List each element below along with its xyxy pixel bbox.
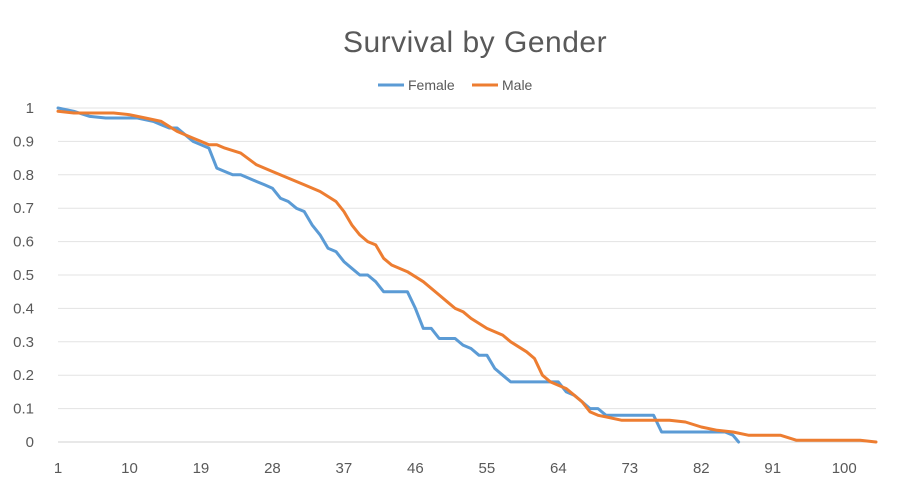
legend-label-male: Male — [502, 77, 533, 93]
chart-title: Survival by Gender — [342, 26, 608, 59]
x-tick-label: 28 — [264, 460, 281, 477]
x-tick-label: 1 — [54, 460, 62, 477]
y-tick-label: 0.1 — [13, 401, 34, 418]
series-lines — [56, 106, 878, 444]
x-tick-label: 73 — [621, 460, 638, 477]
y-tick-label: 0.2 — [13, 367, 34, 384]
y-axis: 0 0.1 0.2 0.3 0.4 0.5 0.6 0.7 0.8 0.9 1 — [13, 100, 34, 451]
legend: Female Male — [378, 77, 533, 93]
x-tick-label: 19 — [193, 460, 210, 477]
y-tick-label: 0.7 — [13, 200, 34, 217]
x-tick-label: 64 — [550, 460, 567, 477]
x-tick-label: 55 — [479, 460, 496, 477]
x-tick-label: 10 — [121, 460, 138, 477]
gridlines — [58, 107, 876, 443]
x-tick-label: 100 — [832, 460, 857, 477]
y-tick-label: 1 — [26, 100, 34, 117]
y-tick-label: 0.6 — [13, 234, 34, 251]
x-tick-label: 46 — [407, 460, 424, 477]
y-tick-label: 0.3 — [13, 334, 34, 351]
x-tick-label: 91 — [764, 460, 781, 477]
y-tick-label: 0.8 — [13, 167, 34, 184]
x-tick-label: 37 — [336, 460, 353, 477]
y-tick-label: 0.9 — [13, 133, 34, 150]
y-tick-label: 0.4 — [13, 300, 34, 317]
legend-label-female: Female — [408, 77, 455, 93]
series-line-male — [56, 109, 878, 444]
y-tick-label: 0.5 — [13, 267, 34, 284]
y-tick-label: 0 — [26, 434, 34, 451]
x-axis: 1 10 19 28 37 46 55 64 73 82 91 100 — [54, 460, 857, 477]
x-tick-label: 82 — [693, 460, 710, 477]
